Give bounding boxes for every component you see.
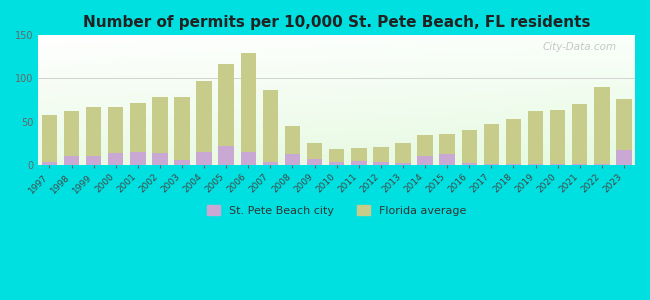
- Bar: [594, 164, 610, 165]
- Bar: [616, 99, 632, 165]
- Bar: [218, 64, 234, 165]
- Bar: [196, 81, 212, 165]
- Bar: [417, 156, 433, 165]
- Bar: [285, 126, 300, 165]
- Bar: [484, 124, 499, 165]
- Bar: [528, 164, 543, 165]
- Bar: [108, 107, 124, 165]
- Bar: [417, 135, 433, 165]
- Bar: [64, 111, 79, 165]
- Bar: [462, 130, 477, 165]
- Bar: [395, 163, 411, 165]
- Bar: [439, 154, 455, 165]
- Bar: [130, 152, 146, 165]
- Bar: [506, 119, 521, 165]
- Bar: [329, 162, 344, 165]
- Bar: [506, 164, 521, 165]
- Bar: [218, 146, 234, 165]
- Legend: St. Pete Beach city, Florida average: St. Pete Beach city, Florida average: [202, 199, 472, 221]
- Bar: [307, 159, 322, 165]
- Bar: [86, 107, 101, 165]
- Bar: [528, 111, 543, 165]
- Bar: [240, 52, 256, 165]
- Bar: [174, 160, 190, 165]
- Bar: [351, 161, 367, 165]
- Bar: [263, 162, 278, 165]
- Bar: [351, 148, 367, 165]
- Bar: [42, 162, 57, 165]
- Bar: [108, 154, 124, 165]
- Bar: [86, 156, 101, 165]
- Bar: [572, 164, 588, 165]
- Bar: [395, 143, 411, 165]
- Bar: [550, 110, 566, 165]
- Bar: [130, 103, 146, 165]
- Bar: [329, 149, 344, 165]
- Bar: [196, 152, 212, 165]
- Bar: [439, 134, 455, 165]
- Bar: [174, 97, 190, 165]
- Bar: [462, 163, 477, 165]
- Bar: [42, 115, 57, 165]
- Text: City-Data.com: City-Data.com: [543, 42, 617, 52]
- Bar: [152, 98, 168, 165]
- Bar: [263, 90, 278, 165]
- Bar: [64, 156, 79, 165]
- Bar: [307, 143, 322, 165]
- Bar: [594, 87, 610, 165]
- Bar: [285, 154, 300, 165]
- Bar: [373, 147, 389, 165]
- Bar: [484, 164, 499, 165]
- Bar: [240, 152, 256, 165]
- Title: Number of permits per 10,000 St. Pete Beach, FL residents: Number of permits per 10,000 St. Pete Be…: [83, 15, 590, 30]
- Bar: [373, 162, 389, 165]
- Bar: [550, 164, 566, 165]
- Bar: [616, 150, 632, 165]
- Bar: [572, 104, 588, 165]
- Bar: [152, 153, 168, 165]
